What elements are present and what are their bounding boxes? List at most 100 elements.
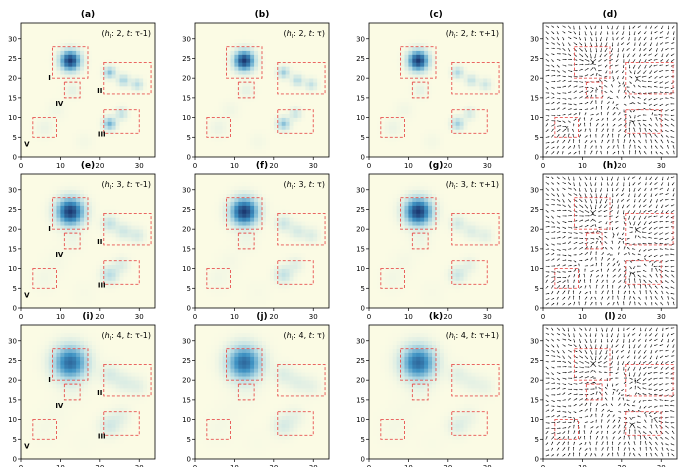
heatmap-cell [487, 66, 492, 71]
heatmap-cell [127, 26, 132, 32]
vector-arrowhead [607, 111, 609, 114]
heatmap-cell [483, 82, 488, 87]
heatmap-cell [262, 145, 267, 150]
heatmap-cell [309, 121, 314, 126]
vector-arrowhead [594, 67, 596, 69]
heatmap-cell [416, 62, 421, 67]
vector-arrowhead [590, 117, 593, 120]
y-tick-label: 0 [361, 154, 365, 162]
heatmap-cell [325, 90, 330, 95]
heatmap-cell [198, 145, 204, 150]
heatmap-cell [36, 256, 41, 261]
heatmap-cell [313, 42, 318, 47]
heatmap-cell [254, 149, 259, 154]
heatmap-cell [412, 133, 417, 138]
heatmap-cell [76, 129, 81, 134]
heatmap-cell [230, 23, 235, 28]
vector-arrowhead [638, 39, 640, 41]
heatmap-cell [68, 78, 73, 83]
heatmap-cell [24, 90, 30, 95]
heatmap-cell [432, 97, 437, 103]
heatmap-cell [21, 284, 26, 289]
heatmap-cell [127, 117, 132, 122]
y-tick-label: 10 [8, 114, 17, 122]
heatmap-cell [369, 117, 374, 122]
heatmap-cell [52, 137, 57, 142]
heatmap-cell [487, 26, 492, 32]
heatmap-cell [36, 280, 41, 285]
x-tick-label: 0 [19, 162, 23, 170]
vector-arrowhead [612, 33, 614, 35]
heatmap-cell [471, 97, 476, 103]
heatmap-cell [420, 62, 425, 67]
heatmap-cell [400, 26, 405, 32]
heatmap-cell [21, 268, 26, 273]
vector-arrowhead [548, 74, 550, 77]
heatmap-cell [443, 109, 449, 114]
heatmap-cell [32, 248, 38, 254]
heatmap-cell [21, 197, 26, 202]
vector-arrowhead [594, 56, 596, 59]
heatmap-cell [131, 93, 136, 99]
heatmap-cell [471, 54, 476, 59]
heatmap-cell [424, 153, 429, 158]
heatmap-cell [392, 23, 397, 28]
heatmap-cell [56, 125, 61, 130]
heatmap-cell [289, 93, 294, 99]
heatmap-cell [277, 129, 282, 134]
heatmap-cell [206, 141, 212, 146]
heatmap-cell [76, 109, 81, 114]
heatmap-cell [416, 50, 421, 55]
heatmap-cell [40, 264, 45, 269]
heatmap-cell [21, 229, 26, 234]
heatmap-cell [483, 97, 488, 103]
heatmap-cell [483, 50, 488, 55]
heatmap-cell [262, 153, 267, 158]
x-tick-label: 30 [309, 162, 318, 170]
vector-arrowhead [633, 139, 635, 142]
heatmap-cell [412, 42, 417, 47]
heatmap-cell [428, 117, 433, 122]
heatmap-cell [447, 30, 453, 36]
vector-arrowhead [659, 70, 661, 72]
heatmap-cell [21, 70, 26, 75]
heatmap-cell [147, 62, 152, 67]
vector-arrowhead [564, 71, 566, 73]
heatmap-cell [68, 101, 73, 107]
heatmap-cell [388, 66, 393, 71]
heatmap-cell [103, 113, 108, 118]
heatmap-cell [285, 90, 290, 95]
heatmap-cell [40, 213, 45, 218]
heatmap-cell [487, 113, 492, 118]
y-tick-label: 5 [535, 134, 539, 142]
heatmap-cell [151, 78, 156, 83]
heatmap-cell [139, 97, 144, 103]
y-tick-label: 30 [8, 35, 17, 43]
heatmap-cell [99, 26, 105, 32]
heatmap-cell [242, 42, 247, 47]
heatmap-cell [432, 153, 437, 158]
heatmap-cell [479, 58, 484, 63]
heatmap-cell [392, 78, 397, 83]
heatmap-cell [325, 101, 330, 107]
heatmap-cell [432, 78, 437, 83]
vector-arrowhead [622, 150, 624, 153]
heatmap-cell [28, 174, 34, 179]
heatmap-cell [147, 54, 152, 59]
heatmap-cell [475, 149, 480, 154]
heatmap-cell [491, 125, 496, 130]
heatmap-cell [206, 109, 212, 114]
heatmap-cell [404, 129, 409, 134]
vector-arrowhead [620, 124, 622, 126]
heatmap-cell [226, 105, 231, 110]
heatmap-cell [24, 145, 30, 150]
heatmap-cell [91, 78, 97, 83]
heatmap-cell [36, 288, 41, 293]
heatmap-cell [123, 133, 128, 138]
heatmap-cell [99, 82, 105, 87]
heatmap-cell [72, 149, 77, 154]
heatmap-cell [293, 117, 298, 122]
heatmap-cell [483, 58, 488, 63]
heatmap-cell [463, 30, 468, 36]
heatmap-cell [226, 109, 231, 114]
